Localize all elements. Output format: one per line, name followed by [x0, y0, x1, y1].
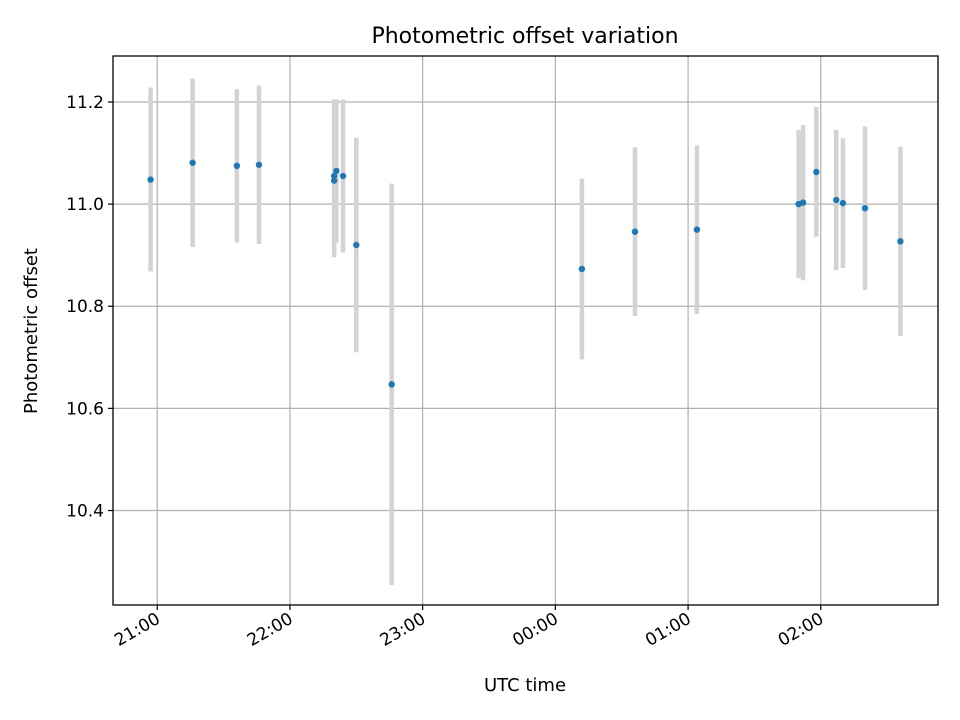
- data-point: [799, 199, 807, 206]
- x-tick-label: 23:00: [377, 609, 429, 651]
- data-point: [255, 161, 263, 168]
- y-tick-label: 10.6: [66, 399, 104, 419]
- data-point: [147, 176, 154, 183]
- data-points: [147, 159, 904, 388]
- data-point: [233, 162, 241, 169]
- x-axis: 21:00 22:00 23:00 00:00 01:00 02:00: [111, 605, 827, 651]
- y-tick-label: 11.0: [66, 195, 104, 215]
- data-point: [631, 228, 639, 235]
- y-tick-label: 11.2: [66, 93, 104, 113]
- data-point: [861, 204, 869, 212]
- data-point: [839, 199, 847, 207]
- data-point: [353, 241, 360, 249]
- data-point: [330, 177, 338, 184]
- x-axis-label: UTC time: [484, 675, 566, 696]
- data-point: [388, 381, 395, 388]
- data-point: [339, 172, 347, 180]
- data-point: [189, 159, 196, 166]
- y-tick-label: 10.8: [66, 297, 104, 317]
- x-tick-label: 02:00: [775, 609, 827, 651]
- data-point: [833, 196, 840, 204]
- y-axis: 10.4 10.6 10.8 11.0 11.2: [66, 93, 113, 522]
- errorbars: [148, 78, 903, 586]
- data-point: [897, 238, 904, 245]
- x-tick-label: 00:00: [509, 609, 561, 651]
- data-point: [693, 226, 701, 233]
- data-point: [333, 167, 340, 175]
- data-point: [813, 168, 820, 176]
- plot-frame: [112, 55, 939, 606]
- y-axis-label: Photometric offset: [21, 248, 42, 414]
- x-tick-label: 01:00: [642, 609, 694, 651]
- chart-title: Photometric offset variation: [371, 24, 678, 49]
- data-point: [578, 265, 586, 273]
- x-tick-label: 21:00: [111, 609, 163, 651]
- x-tick-label: 22:00: [244, 609, 296, 651]
- data-point: [330, 172, 338, 180]
- y-tick-label: 10.4: [66, 502, 104, 522]
